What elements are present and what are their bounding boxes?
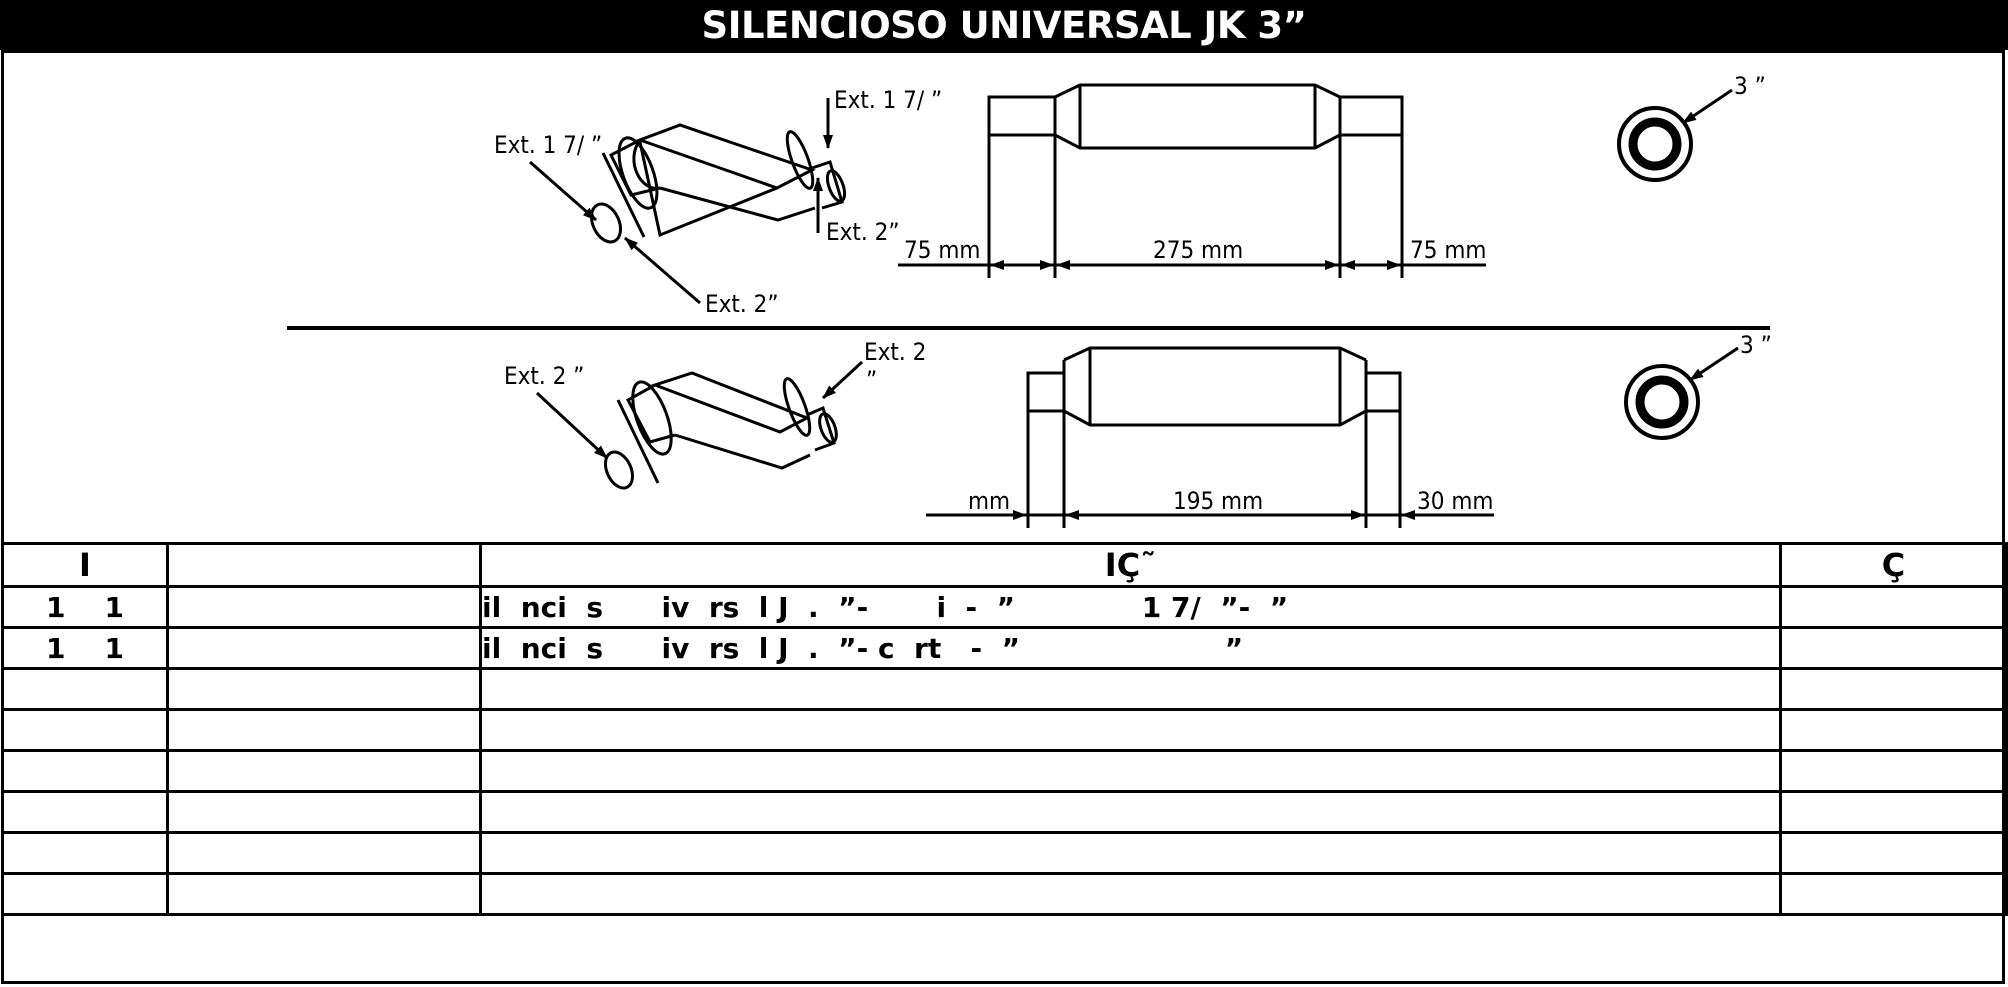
table-row xyxy=(1,872,2008,916)
cell-code: 1 1 xyxy=(1,626,169,670)
bottom-dim-left: mm xyxy=(968,487,1010,515)
cell-extra xyxy=(1779,831,2008,875)
cell-extra xyxy=(1779,667,2008,711)
cell-ref xyxy=(166,831,482,875)
table-row xyxy=(1,831,2008,875)
cell-ref xyxy=(166,790,482,834)
technical-drawing: Ext. 1 7/ ” Ext. 1 7/ ” Ext. 2” Ext. 2” xyxy=(287,72,1772,528)
cell-description: il nci s iv rs l J . ”- c rt - ” ” xyxy=(479,626,1782,670)
table-row: 1 1 il nci s iv rs l J . ”- i - ” 1 7/ ”… xyxy=(1,585,2008,629)
cell-extra xyxy=(1779,585,2008,629)
cell-description xyxy=(479,790,1782,834)
bottom-dim-mid: 195 mm xyxy=(1173,487,1263,515)
top-perspective-leaders xyxy=(529,98,833,305)
top-ring-section xyxy=(1617,88,1733,182)
table-row xyxy=(1,790,2008,834)
top-label-inlet-ext: Ext. 2” xyxy=(705,290,779,318)
table-row xyxy=(1,749,2008,793)
cell-description xyxy=(479,708,1782,752)
drawing-frame xyxy=(1,50,2005,984)
cell-description xyxy=(479,667,1782,711)
top-label-outlet: Ext. 1 7/ ” xyxy=(834,86,942,114)
table-row: 1 1 il nci s iv rs l J . ”- c rt - ” ” xyxy=(1,626,2008,670)
cell-description xyxy=(479,749,1782,793)
cell-code: 1 1 xyxy=(1,585,169,629)
cell-extra xyxy=(1779,749,2008,793)
top-muffler-perspective xyxy=(589,123,847,244)
cell-extra xyxy=(1779,790,2008,834)
bottom-muffler-perspective xyxy=(603,371,838,490)
cell-ref xyxy=(166,667,482,711)
cell-extra xyxy=(1779,872,2008,916)
parts-table: I IÇ˜ Ç 1 1 il nci s iv rs l J . ”- i - … xyxy=(1,542,2008,916)
bottom-perspective-leaders xyxy=(535,360,864,460)
cell-description xyxy=(479,872,1782,916)
bottom-dim-right: 30 mm xyxy=(1417,487,1493,515)
cell-ref xyxy=(166,749,482,793)
cell-code xyxy=(1,708,169,752)
top-label-inlet: Ext. 1 7/ ” xyxy=(494,131,602,159)
top-dim-mid: 275 mm xyxy=(1153,236,1243,264)
cell-extra xyxy=(1779,626,2008,670)
table-header-row: I IÇ˜ Ç xyxy=(1,542,2008,588)
cell-ref xyxy=(166,585,482,629)
cell-code xyxy=(1,831,169,875)
top-ring-label: 3 ” xyxy=(1734,72,1766,100)
table-row xyxy=(1,708,2008,752)
cell-code xyxy=(1,667,169,711)
cell-description: il nci s iv rs l J . ”- i - ” 1 7/ ”- ” xyxy=(479,585,1782,629)
cell-code xyxy=(1,872,169,916)
top-dim-right: 75 mm xyxy=(1410,236,1486,264)
page-title: SILENCIOSO UNIVERSAL JK 3” xyxy=(0,0,2008,50)
cell-ref xyxy=(166,872,482,916)
top-label-outlet-ext: Ext. 2” xyxy=(826,218,900,246)
bottom-label-outlet: Ext. 2 xyxy=(864,338,926,366)
header-ref xyxy=(166,542,482,588)
bottom-label-inlet: Ext. 2 ” xyxy=(504,362,584,390)
table-row xyxy=(1,667,2008,711)
header-extra: Ç xyxy=(1779,542,2008,588)
bottom-label-outlet-mark: ” xyxy=(866,366,877,394)
bottom-ring-section xyxy=(1624,346,1739,440)
bottom-ring-label: 3 ” xyxy=(1740,331,1772,359)
cell-code xyxy=(1,749,169,793)
cell-ref xyxy=(166,708,482,752)
cell-ref xyxy=(166,626,482,670)
cell-description xyxy=(479,831,1782,875)
header-description: IÇ˜ xyxy=(479,542,1782,588)
cell-extra xyxy=(1779,708,2008,752)
top-dim-left: 75 mm xyxy=(904,236,980,264)
cell-code xyxy=(1,790,169,834)
header-code: I xyxy=(1,542,169,588)
